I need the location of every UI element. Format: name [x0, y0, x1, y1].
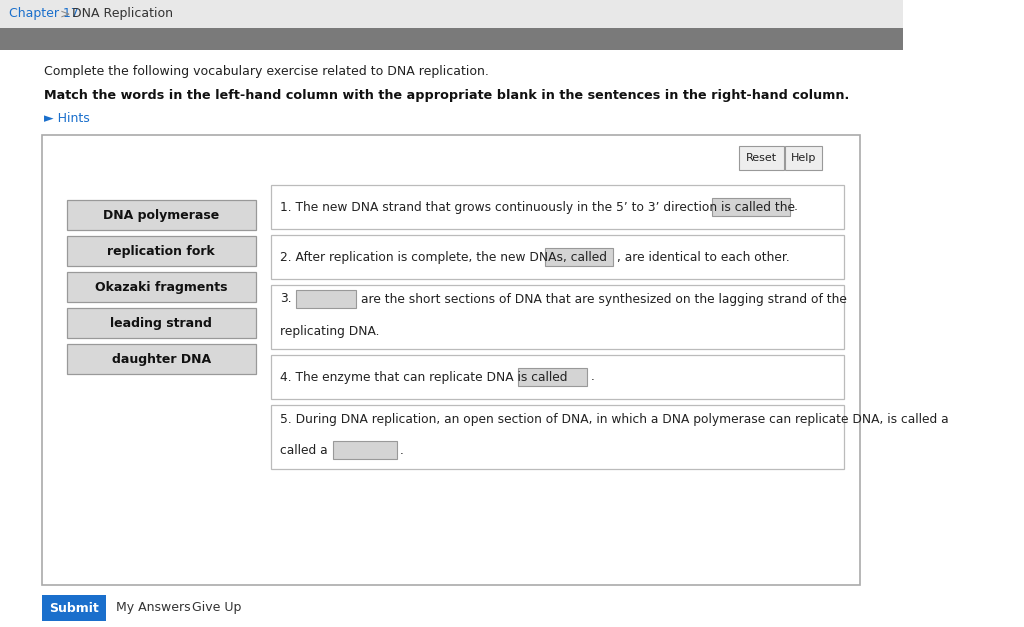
Text: Help: Help: [792, 153, 816, 163]
Text: called a: called a: [281, 445, 328, 458]
FancyBboxPatch shape: [0, 0, 902, 28]
Text: Chapter 17: Chapter 17: [9, 8, 79, 21]
Text: , are identical to each other.: , are identical to each other.: [617, 251, 790, 263]
FancyBboxPatch shape: [518, 368, 587, 386]
Text: >: >: [60, 8, 71, 21]
FancyBboxPatch shape: [42, 595, 105, 621]
Text: daughter DNA: daughter DNA: [112, 354, 211, 367]
Text: .: .: [400, 445, 404, 458]
Text: Okazaki fragments: Okazaki fragments: [95, 282, 227, 295]
FancyBboxPatch shape: [738, 146, 784, 170]
Text: 1. The new DNA strand that grows continuously in the 5’ to 3’ direction is calle: 1. The new DNA strand that grows continu…: [281, 201, 796, 214]
FancyBboxPatch shape: [67, 272, 256, 302]
Text: replicating DNA.: replicating DNA.: [281, 325, 380, 337]
Text: DNA Replication: DNA Replication: [73, 8, 173, 21]
Text: 2. After replication is complete, the new DNAs, called: 2. After replication is complete, the ne…: [281, 251, 607, 263]
FancyBboxPatch shape: [271, 405, 845, 469]
FancyBboxPatch shape: [67, 236, 256, 266]
FancyBboxPatch shape: [296, 290, 356, 308]
Text: .: .: [794, 201, 798, 214]
FancyBboxPatch shape: [67, 344, 256, 374]
Text: Complete the following vocabulary exercise related to DNA replication.: Complete the following vocabulary exerci…: [44, 65, 488, 78]
FancyBboxPatch shape: [271, 235, 845, 279]
Text: DNA polymerase: DNA polymerase: [103, 209, 219, 223]
FancyBboxPatch shape: [42, 135, 860, 585]
FancyBboxPatch shape: [545, 248, 613, 266]
Text: leading strand: leading strand: [111, 317, 212, 330]
Text: Submit: Submit: [49, 601, 99, 614]
Text: My Answers: My Answers: [117, 601, 190, 614]
Text: are the short sections of DNA that are synthesized on the lagging strand of the: are the short sections of DNA that are s…: [361, 293, 847, 305]
FancyBboxPatch shape: [271, 355, 845, 399]
Text: 4. The enzyme that can replicate DNA is called: 4. The enzyme that can replicate DNA is …: [281, 371, 567, 384]
FancyBboxPatch shape: [0, 28, 902, 50]
Text: Match the words in the left-hand column with the appropriate blank in the senten: Match the words in the left-hand column …: [44, 88, 849, 102]
FancyBboxPatch shape: [785, 146, 822, 170]
Text: Reset: Reset: [745, 153, 777, 163]
FancyBboxPatch shape: [67, 200, 256, 230]
Text: Give Up: Give Up: [193, 601, 242, 614]
Text: ► Hints: ► Hints: [44, 112, 90, 125]
Text: 3.: 3.: [281, 293, 292, 305]
FancyBboxPatch shape: [67, 308, 256, 338]
FancyBboxPatch shape: [712, 198, 790, 216]
Text: .: .: [591, 371, 594, 384]
FancyBboxPatch shape: [271, 185, 845, 229]
Text: replication fork: replication fork: [108, 246, 215, 258]
Text: 5. During DNA replication, an open section of DNA, in which a DNA polymerase can: 5. During DNA replication, an open secti…: [281, 413, 949, 426]
FancyBboxPatch shape: [333, 441, 396, 459]
FancyBboxPatch shape: [271, 285, 845, 349]
